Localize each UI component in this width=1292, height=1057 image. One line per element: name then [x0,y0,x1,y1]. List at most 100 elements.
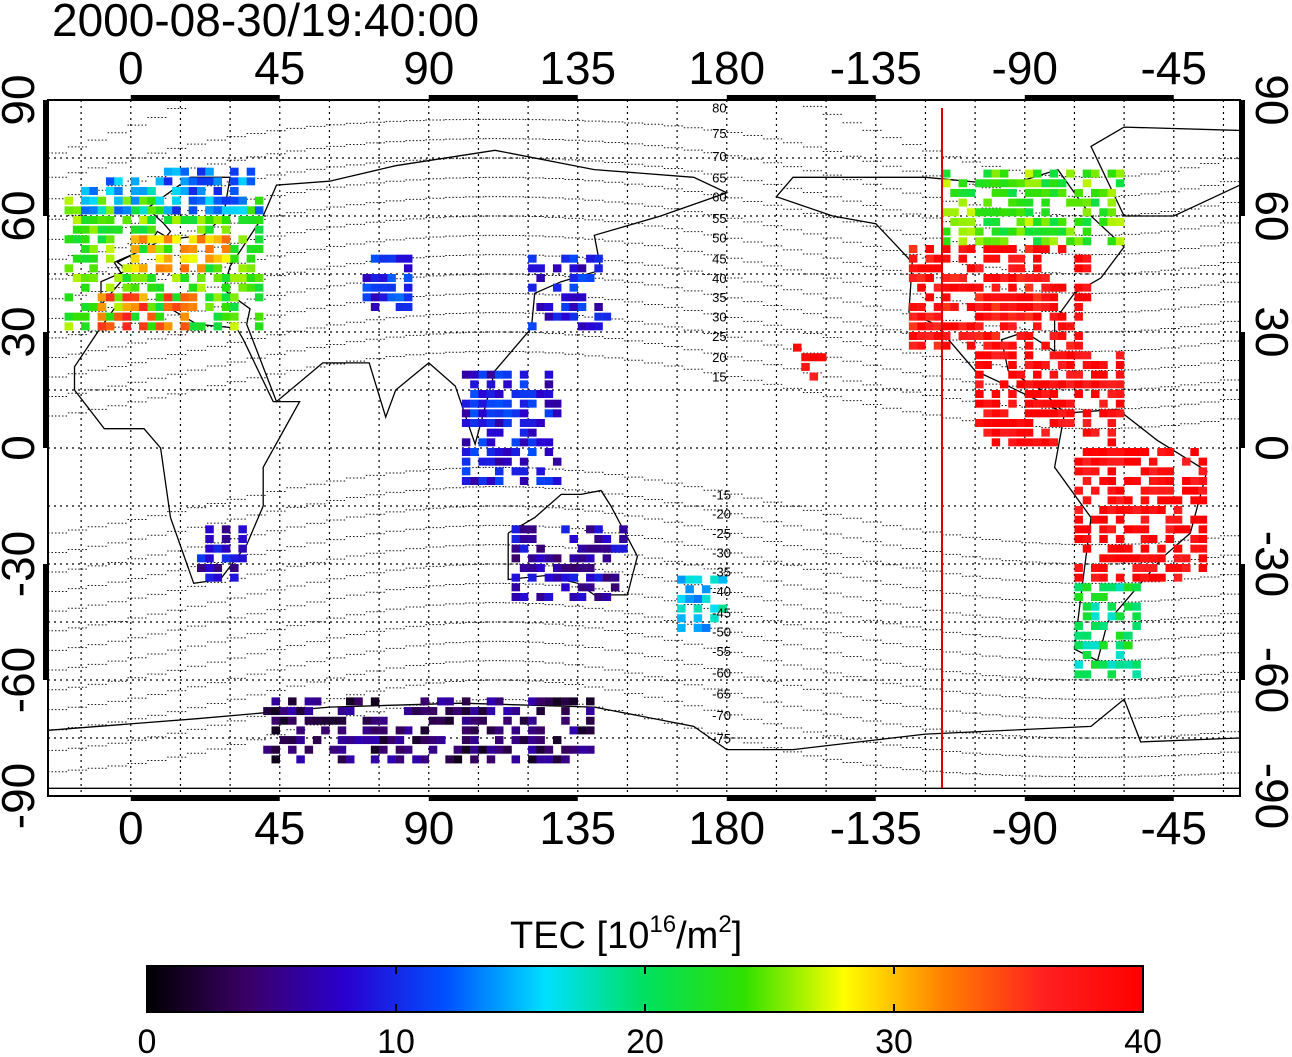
tec-cell [1124,457,1133,466]
tec-cell [1041,217,1050,226]
tec-cell [254,274,264,282]
tec-cell [445,707,454,716]
tec-cell [1074,293,1083,302]
tec-cell [89,225,98,234]
tec-cell [1165,535,1174,543]
tec-cell [1049,303,1059,311]
tec-cell [1148,573,1158,582]
tec-cell [975,227,984,236]
tec-cell [503,707,512,716]
tec-cell [89,196,98,205]
tec-cell [428,716,438,725]
tec-cell [1091,169,1100,178]
lat-label-left: -30 [0,531,44,597]
tec-cell [1082,641,1092,650]
tec-cell [246,177,256,186]
tec-cell [1049,217,1059,226]
tec-cell [528,697,537,706]
tec-cell [528,428,537,437]
tec-cell [1057,322,1067,331]
tec-cell [1049,332,1059,340]
lat-label-left: 60 [0,190,44,241]
tec-cell [288,716,297,725]
tec-cell [586,707,595,716]
tec-cell [180,245,189,253]
tec-cell [503,745,512,754]
tec-cell [172,293,181,302]
tec-cell [1008,264,1017,273]
contour-label: 20 [712,350,726,365]
tec-cell [1074,573,1083,582]
tec-cell [983,428,992,437]
tec-cell [1148,554,1158,563]
tec-cell [1074,525,1083,534]
tec-cell [470,745,479,754]
tec-cell [197,225,206,234]
contour-label: 80 [712,101,726,116]
tec-cell [1140,525,1150,534]
lat-label-right: 90 [1246,74,1292,125]
tec-cell [221,293,231,302]
tec-cell [470,399,479,408]
tec-cell [536,264,545,273]
tec-cell [163,293,173,302]
tec-cell [147,312,156,321]
tec-cell [387,293,396,302]
tec-cell [395,254,405,263]
tec-cell [221,254,231,263]
tec-cell [809,353,819,362]
tec-cell [594,573,603,582]
contour-label: 45 [712,252,726,267]
tec-cell [1033,254,1042,263]
tec-cell [991,179,1001,188]
tec-cell [1165,564,1174,572]
tec-cell [1016,227,1025,236]
tec-cell [230,245,239,253]
tec-cell [975,370,984,379]
tec-cell [1066,237,1075,246]
tec-cell [1082,670,1092,679]
tec-cell [486,438,496,447]
frame-bar-left [43,564,48,680]
tec-cell [1008,312,1017,321]
tec-cell [983,245,992,253]
tec-cell [577,554,587,563]
tec-cell [188,322,198,331]
tec-cell [205,206,214,215]
tec-cell [486,457,496,466]
tec-cell [528,716,537,725]
tec-cell [213,216,223,224]
tec-cell [1115,496,1125,505]
tec-cell [1115,554,1125,563]
tec-cell [536,419,545,427]
tec-cell [1099,535,1108,543]
tec-cell [942,274,951,282]
tec-cell [983,409,992,418]
tec-cell [1107,217,1117,226]
tec-cell [619,525,628,534]
tec-cell [536,593,545,601]
tec-cell [1033,438,1042,447]
tec-cell [917,332,926,340]
tec-cell [362,274,372,282]
tec-cell [1132,525,1141,534]
tec-cell [205,525,214,534]
tec-cell [975,293,984,302]
tec-cell [1033,409,1042,418]
tec-cell [271,707,280,716]
tec-cell [428,736,438,745]
tec-cell [1008,254,1017,263]
tec-cell [677,604,686,613]
tec-cell [1016,438,1025,447]
tec-cell [594,303,603,311]
tec-cell [536,697,545,706]
tec-cell [536,390,545,398]
tec-cell [942,254,951,263]
tec-cell [966,188,976,197]
tec-cell [1016,179,1025,188]
tec-cell [1033,274,1042,282]
tec-cell [188,187,198,195]
tec-cell [1148,467,1158,476]
tec-cell [321,716,330,725]
tec-cell [619,535,628,543]
